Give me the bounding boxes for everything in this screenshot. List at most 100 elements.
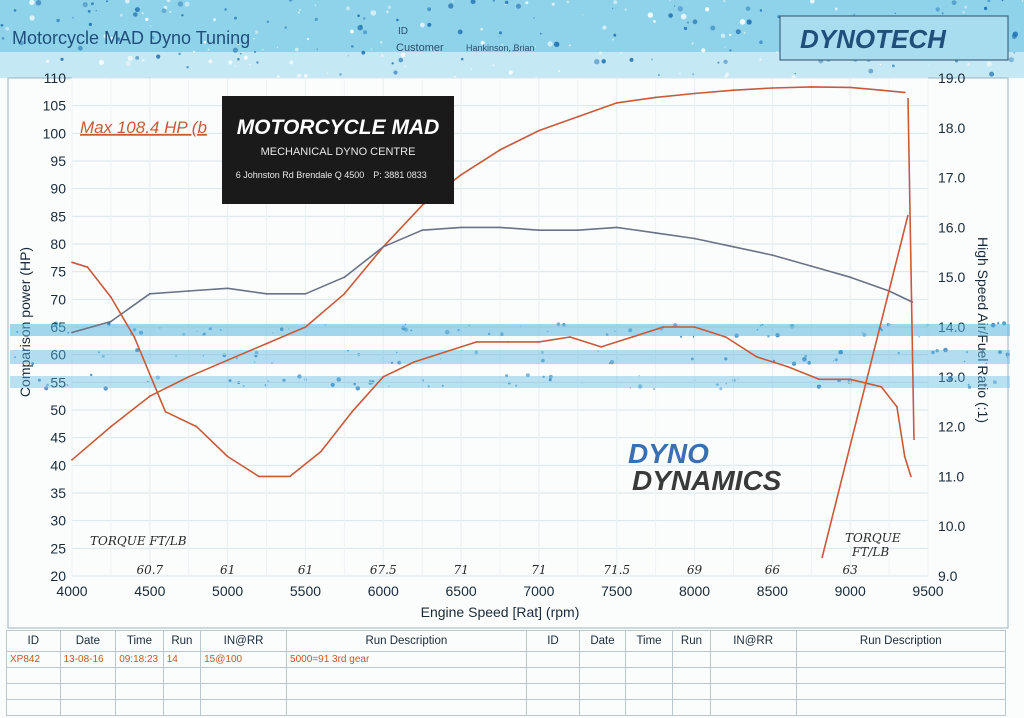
table-cell <box>709 699 797 716</box>
ink-speck <box>192 50 196 54</box>
y2-tick-label: 13.0 <box>938 369 965 385</box>
series-point-1 <box>226 359 229 362</box>
ink-speck <box>609 360 615 365</box>
ink-speck <box>777 15 780 19</box>
y-axis-label: Comparison power (HP) <box>17 247 33 397</box>
ink-speck <box>237 57 240 61</box>
series-point-3 <box>631 336 634 338</box>
series-point-3 <box>413 361 416 363</box>
ink-speck <box>525 373 530 378</box>
ink-speck <box>683 26 688 31</box>
ink-speck <box>470 0 476 5</box>
ink-speck <box>918 336 921 338</box>
run-table-body: XP842 13-08-16 09:18:23 14 15@100 5000=91 3rd… <box>6 651 1007 716</box>
ink-speck <box>687 21 689 24</box>
series-point-3 <box>195 425 198 428</box>
y2-tick-label: 18.0 <box>938 120 965 136</box>
series-point-3 <box>289 475 291 478</box>
y2-tick-label: 15.0 <box>938 269 965 285</box>
dyno-logo-line1: DYNO <box>628 438 709 469</box>
torque-reading: 71.5 <box>603 563 630 577</box>
ink-speck <box>397 360 401 365</box>
dyno-logo-line2: DYNAMICS <box>632 465 782 496</box>
ink-speck <box>879 63 882 66</box>
x-tick-label: 9500 <box>912 583 943 599</box>
y-axis-left: 2025303540455055606570758085909510010511… <box>43 70 67 584</box>
series-point-1 <box>499 149 501 151</box>
ink-speck <box>228 379 232 383</box>
series-point-2 <box>654 232 657 234</box>
table-cell <box>579 651 626 668</box>
ink-speck <box>127 55 133 61</box>
max-annotation: Max 108.4 HP (b <box>80 118 207 137</box>
table-header-cell: Run Description <box>795 630 1007 652</box>
ink-speck <box>276 46 278 48</box>
ink-speck <box>807 360 812 365</box>
ink-speck <box>723 59 728 64</box>
ink-speck <box>951 0 957 6</box>
ink-speck <box>597 350 599 353</box>
ink-speck <box>498 31 503 35</box>
brand-logo: DYNOTECH <box>800 24 947 54</box>
ink-speck <box>347 55 349 57</box>
ink-speck <box>203 40 207 44</box>
y-tick-label: 90 <box>50 181 66 197</box>
ink-speck <box>103 34 108 39</box>
ink-speck <box>965 351 969 354</box>
ink-speck <box>135 56 140 60</box>
series-point-2 <box>849 276 852 279</box>
power-drop-line <box>907 97 915 441</box>
ink-speck <box>701 48 706 53</box>
table-cell <box>624 683 674 700</box>
ink-speck <box>927 63 929 65</box>
ink-speck <box>72 16 74 19</box>
ink-speck <box>224 8 227 11</box>
ink-speck <box>5 26 10 31</box>
ink-speck <box>298 11 300 14</box>
table-cell <box>795 667 1007 684</box>
ink-speck <box>759 58 762 61</box>
ink-speck <box>253 50 257 54</box>
ink-speck <box>620 52 622 54</box>
ink-speck <box>388 385 390 387</box>
ink-speck <box>347 349 349 352</box>
ink-speck <box>692 19 698 25</box>
ink-speck <box>156 54 161 59</box>
table-cell <box>579 683 626 700</box>
x-tick-label: 4000 <box>56 583 87 599</box>
ink-speck <box>935 349 939 353</box>
x-tick-label: 5500 <box>290 583 321 599</box>
ink-speck <box>330 382 335 387</box>
series-point-3 <box>538 341 540 343</box>
ink-speck <box>717 61 720 64</box>
ink-speck <box>521 78 523 80</box>
table-cell: 13-08-16 <box>59 651 117 668</box>
torque-reading: 61 <box>298 563 313 577</box>
series-point-2 <box>771 254 774 256</box>
handwritten-torque-right-1: TORQUE <box>845 531 901 545</box>
ink-speck <box>931 350 935 355</box>
series-point-3 <box>110 296 112 298</box>
ink-speck <box>353 382 357 386</box>
series-point-1 <box>771 87 774 89</box>
table-cell <box>624 651 674 668</box>
ink-speck <box>745 6 751 11</box>
x-tick-label: 6000 <box>368 583 399 599</box>
series-point-1 <box>880 89 883 92</box>
ink-speck <box>480 27 484 31</box>
ink-speck <box>202 355 204 357</box>
ink-speck <box>236 42 240 46</box>
series-point-3 <box>880 385 883 388</box>
ink-speck <box>480 40 485 45</box>
ink-speck <box>1021 0 1024 2</box>
ink-speck <box>440 358 442 360</box>
table-cell: 09:18:23 <box>115 651 164 668</box>
ink-speck <box>98 59 105 65</box>
ink-speck <box>594 59 600 65</box>
ink-speck <box>516 3 521 9</box>
ink-speck <box>967 62 971 66</box>
header-id-label: ID <box>398 26 408 37</box>
y-tick-label: 95 <box>50 153 66 169</box>
table-cell <box>672 651 711 668</box>
ink-speck <box>393 70 398 75</box>
